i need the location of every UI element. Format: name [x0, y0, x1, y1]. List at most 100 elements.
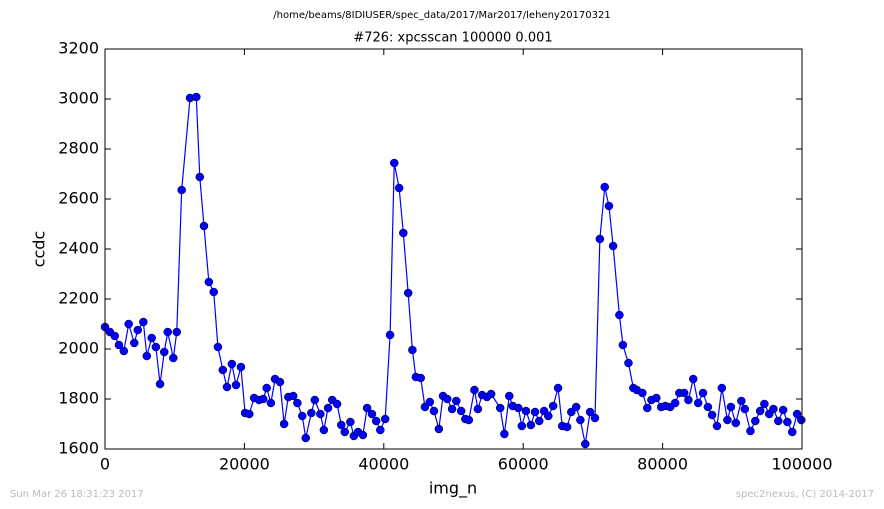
data-point [670, 398, 680, 408]
data-point [703, 402, 713, 412]
footer-left: Sun Mar 26 18:31:23 2017 [10, 489, 144, 500]
data-point [595, 234, 605, 244]
data-point [643, 403, 652, 413]
data-point [726, 402, 736, 412]
data-point [500, 429, 509, 439]
data-point [521, 406, 531, 416]
data-point [266, 398, 276, 408]
data-point [737, 396, 746, 406]
data-point [707, 410, 717, 420]
data-point [562, 422, 572, 432]
data-point [693, 398, 703, 408]
data-point [447, 404, 457, 414]
data-point [380, 414, 390, 424]
data-point [394, 183, 404, 193]
data-point [797, 415, 806, 425]
data-point [526, 420, 536, 430]
data-point [514, 403, 523, 413]
data-point [319, 425, 329, 435]
data-point [408, 345, 417, 355]
data-point [236, 362, 246, 372]
data-point [698, 388, 708, 398]
data-point [114, 340, 124, 350]
data-point [530, 407, 540, 417]
data-point [416, 373, 425, 383]
x-tick-label: 20000 [219, 455, 270, 474]
data-point [505, 391, 514, 401]
data-point [301, 433, 310, 443]
data-point [717, 383, 727, 393]
data-point [403, 288, 413, 298]
data-point [147, 333, 156, 343]
data-point [679, 388, 689, 398]
data-point [172, 327, 182, 337]
data-point [731, 418, 741, 428]
data-point [213, 342, 223, 352]
data-point [425, 397, 435, 407]
chart-title: #726: xpcsscan 100000 0.001 [353, 31, 552, 46]
data-point [258, 394, 268, 404]
data-point [456, 406, 466, 416]
data-point [231, 380, 241, 390]
data-point [769, 404, 778, 414]
data-point [218, 365, 228, 375]
x-tick-label: 100000 [771, 455, 832, 474]
data-point [222, 382, 232, 392]
data-point [346, 417, 355, 427]
data-point [585, 407, 595, 417]
data-point [624, 358, 633, 368]
data-point [288, 391, 298, 401]
data-point [473, 404, 483, 414]
data-point [576, 415, 585, 425]
x-tick-label: 0 [100, 455, 110, 474]
data-point [227, 359, 237, 369]
data-point [399, 228, 408, 238]
data-point [262, 383, 271, 393]
data-point [544, 411, 553, 421]
data-point [638, 388, 647, 398]
data-point [723, 415, 732, 425]
data-point [548, 401, 558, 411]
data-point [590, 413, 600, 423]
suptitle: /home/beams/8IDIUSER/spec_data/2017/Mar2… [273, 10, 610, 21]
data-point [534, 416, 544, 426]
data-point [130, 338, 139, 348]
data-point [464, 415, 474, 425]
data-point [553, 383, 563, 393]
x-tick-label: 60000 [498, 455, 549, 474]
data-point [434, 424, 444, 434]
data-point [470, 385, 479, 395]
data-point [778, 405, 788, 415]
data-point [192, 92, 201, 102]
data-point [774, 416, 783, 426]
data-point [604, 201, 614, 211]
data-point [293, 398, 302, 408]
data-point [615, 310, 624, 320]
data-point [367, 409, 377, 419]
data-point [298, 411, 307, 421]
y-tick-label: 2400 [58, 239, 99, 258]
data-point [119, 346, 129, 356]
data-point [155, 379, 165, 389]
data-point [390, 158, 399, 168]
data-point [310, 395, 320, 405]
data-point [517, 421, 527, 431]
data-point [689, 374, 698, 384]
data-point [358, 430, 368, 440]
data-point [195, 172, 205, 182]
y-tick-label: 1600 [58, 439, 99, 458]
y-axis-label: ccdc [30, 231, 49, 268]
data-point [332, 399, 342, 409]
data-point [371, 416, 381, 426]
plot-frame [104, 48, 803, 450]
data-point [755, 406, 765, 416]
data-point [151, 342, 161, 352]
y-tick-label: 3000 [58, 89, 99, 108]
data-point [323, 403, 333, 413]
data-point [316, 409, 325, 419]
x-tick-label: 40000 [358, 455, 409, 474]
data-point [275, 377, 285, 387]
data-point [442, 394, 452, 404]
data-point [279, 419, 289, 429]
